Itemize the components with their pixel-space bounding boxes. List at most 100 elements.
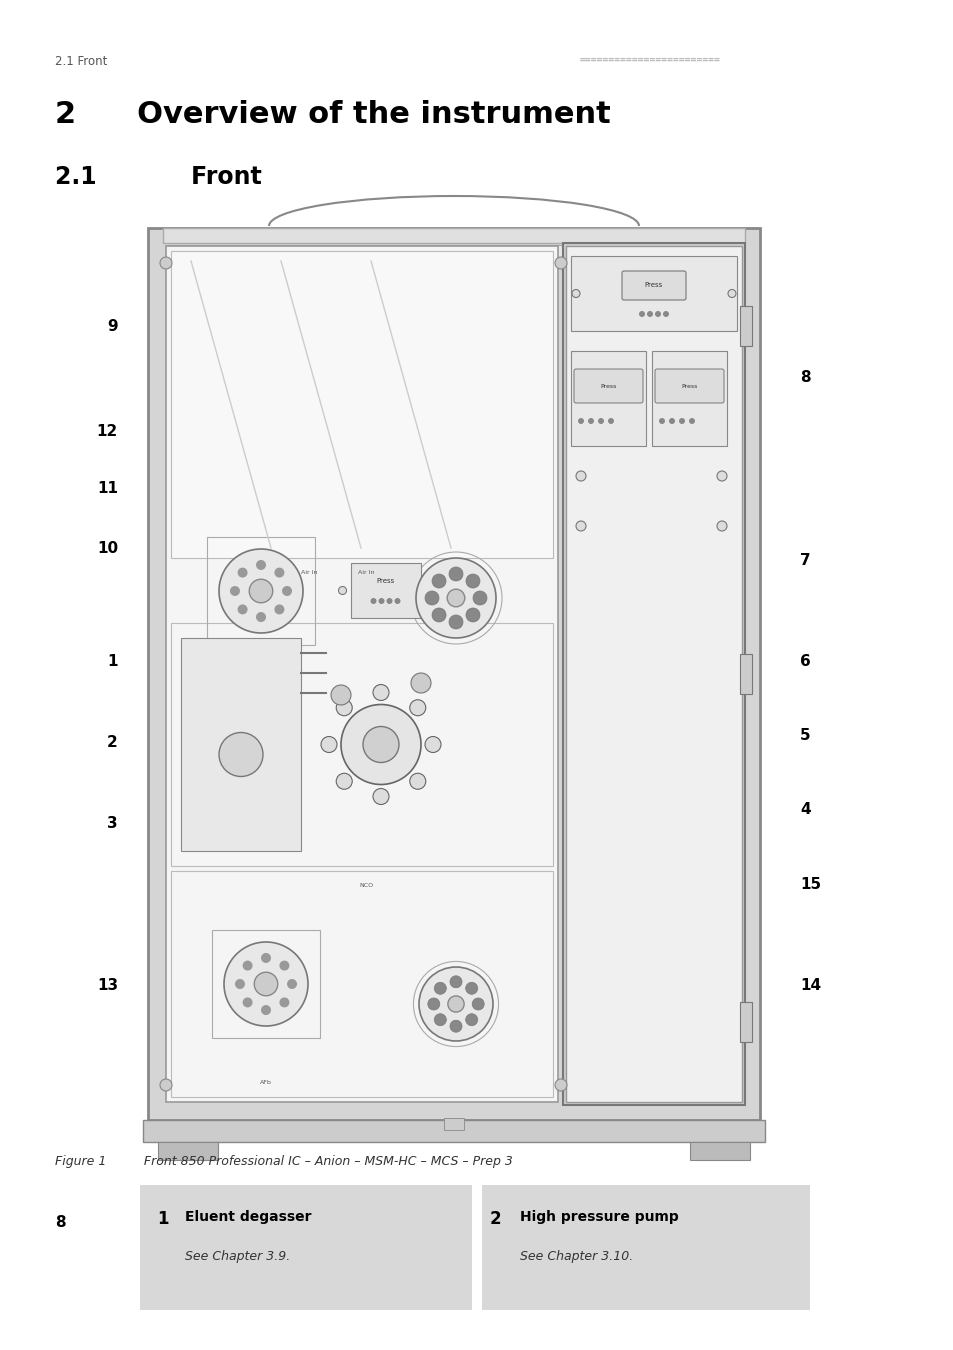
Circle shape [370, 598, 376, 603]
FancyBboxPatch shape [740, 306, 751, 346]
FancyBboxPatch shape [651, 351, 726, 446]
Circle shape [338, 586, 346, 594]
Circle shape [261, 953, 271, 963]
Circle shape [242, 998, 253, 1007]
FancyBboxPatch shape [350, 563, 420, 618]
Circle shape [449, 567, 462, 580]
Circle shape [237, 605, 248, 614]
Circle shape [472, 998, 484, 1010]
FancyBboxPatch shape [689, 1142, 749, 1160]
Circle shape [320, 737, 336, 752]
Circle shape [279, 998, 289, 1007]
Text: 3: 3 [108, 815, 118, 832]
Circle shape [378, 598, 384, 603]
Text: Press: Press [644, 282, 662, 288]
Circle shape [555, 1079, 566, 1091]
FancyBboxPatch shape [571, 351, 645, 446]
FancyBboxPatch shape [740, 1002, 751, 1042]
FancyBboxPatch shape [621, 271, 685, 300]
Circle shape [261, 1004, 271, 1015]
Text: 2  Overview of the instrument: 2 Overview of the instrument [55, 100, 610, 130]
Circle shape [395, 598, 400, 603]
Text: 9: 9 [108, 319, 118, 335]
Circle shape [274, 567, 284, 578]
FancyBboxPatch shape [481, 1185, 809, 1310]
Text: 1: 1 [108, 653, 118, 670]
Circle shape [373, 684, 389, 701]
FancyBboxPatch shape [562, 243, 744, 1106]
Text: 5: 5 [800, 728, 810, 744]
Circle shape [717, 521, 726, 531]
Circle shape [255, 612, 266, 622]
Circle shape [234, 979, 245, 990]
Circle shape [432, 574, 446, 589]
Circle shape [662, 310, 668, 317]
Text: 8: 8 [800, 370, 810, 386]
Circle shape [432, 608, 446, 622]
Text: Air In: Air In [301, 570, 317, 575]
Circle shape [287, 979, 296, 990]
Circle shape [717, 471, 726, 481]
Circle shape [449, 616, 462, 629]
FancyBboxPatch shape [655, 369, 723, 404]
FancyBboxPatch shape [166, 246, 558, 1102]
Circle shape [274, 605, 284, 614]
Text: Press: Press [599, 383, 616, 389]
Circle shape [576, 471, 585, 481]
Circle shape [572, 289, 579, 297]
Circle shape [160, 256, 172, 269]
Circle shape [249, 579, 273, 602]
Text: See Chapter 3.10.: See Chapter 3.10. [519, 1250, 633, 1264]
Circle shape [655, 310, 660, 317]
Circle shape [587, 418, 594, 424]
Circle shape [219, 549, 303, 633]
Circle shape [335, 699, 352, 716]
Circle shape [465, 608, 479, 622]
FancyBboxPatch shape [171, 622, 553, 865]
Text: 15: 15 [800, 876, 821, 892]
Circle shape [473, 591, 486, 605]
Text: ========================: ======================== [579, 55, 720, 65]
Circle shape [160, 1079, 172, 1091]
Circle shape [373, 788, 389, 805]
Text: Eluent degasser: Eluent degasser [185, 1210, 312, 1224]
Text: 12: 12 [96, 424, 118, 440]
Circle shape [416, 558, 496, 639]
FancyBboxPatch shape [443, 1118, 463, 1130]
Circle shape [465, 574, 479, 589]
Circle shape [447, 996, 464, 1012]
Circle shape [418, 967, 493, 1041]
Text: 2.1    Front: 2.1 Front [55, 165, 261, 189]
FancyBboxPatch shape [148, 228, 760, 1120]
Text: 13: 13 [97, 977, 118, 994]
FancyBboxPatch shape [143, 1120, 764, 1142]
Circle shape [253, 972, 277, 996]
Circle shape [230, 586, 240, 595]
Text: Press: Press [376, 578, 395, 585]
Circle shape [727, 289, 735, 297]
Circle shape [578, 418, 583, 424]
Circle shape [242, 961, 253, 971]
FancyBboxPatch shape [565, 246, 741, 1102]
Circle shape [282, 586, 292, 595]
Text: AFb: AFb [260, 1080, 272, 1085]
Circle shape [411, 674, 431, 693]
FancyBboxPatch shape [740, 653, 751, 694]
Circle shape [237, 567, 248, 578]
Circle shape [679, 418, 684, 424]
FancyBboxPatch shape [171, 251, 553, 558]
Text: 1: 1 [157, 1210, 169, 1229]
Text: 10: 10 [97, 540, 118, 556]
Circle shape [424, 586, 432, 594]
Circle shape [646, 310, 652, 317]
Text: See Chapter 3.9.: See Chapter 3.9. [185, 1250, 290, 1264]
Text: 11: 11 [97, 481, 118, 497]
Text: High pressure pump: High pressure pump [519, 1210, 678, 1224]
Text: 14: 14 [800, 977, 821, 994]
Text: 4: 4 [800, 802, 810, 818]
Circle shape [410, 774, 425, 790]
Circle shape [279, 961, 289, 971]
Circle shape [255, 560, 266, 570]
Text: Air In: Air In [357, 570, 374, 575]
Text: 6: 6 [800, 653, 810, 670]
